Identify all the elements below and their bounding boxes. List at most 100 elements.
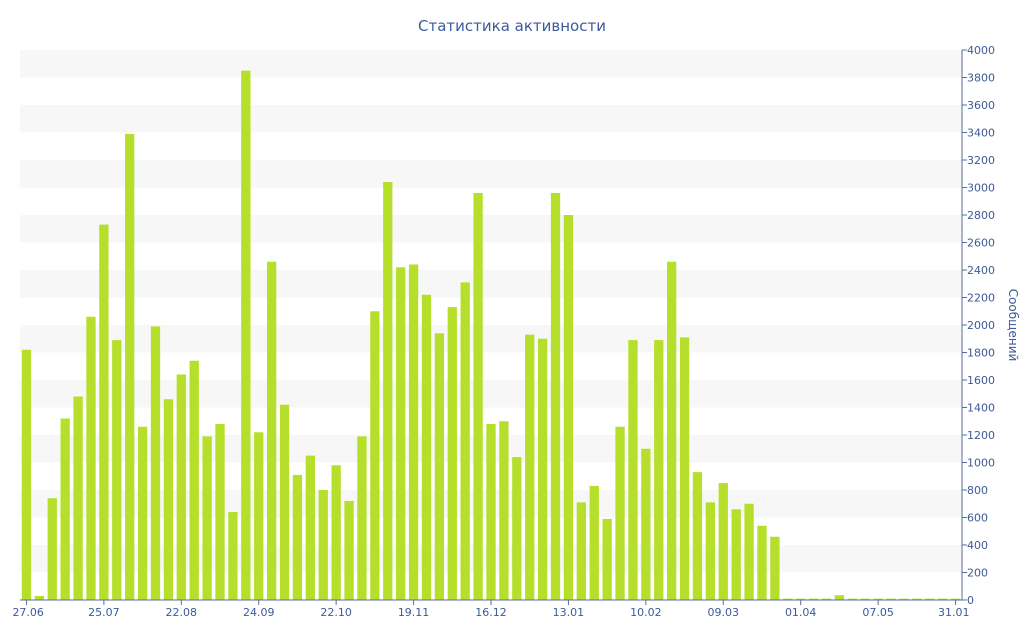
- y-tick-label: 0: [967, 594, 974, 607]
- bar: [357, 436, 367, 601]
- bar: [873, 598, 883, 601]
- grid-band: [20, 270, 962, 298]
- bars-group: [21, 70, 961, 601]
- bar: [228, 512, 238, 600]
- y-tick-label: 2800: [967, 209, 995, 222]
- bar: [460, 282, 470, 601]
- bar: [912, 598, 922, 601]
- y-axis-label: Сообщений: [1006, 289, 1020, 362]
- bar: [73, 396, 83, 600]
- bar: [396, 267, 406, 600]
- bar: [641, 448, 651, 600]
- bar: [550, 193, 561, 600]
- bar: [383, 182, 393, 600]
- grid-band: [20, 105, 962, 133]
- y-tick-label: 2000: [967, 319, 995, 332]
- grid-bands: [20, 50, 962, 573]
- y-tick-label: 1400: [967, 402, 995, 415]
- bar: [202, 436, 212, 601]
- bar: [899, 598, 909, 601]
- bar: [189, 360, 199, 600]
- bar: [576, 502, 586, 601]
- bar: [589, 485, 599, 601]
- bar: [60, 418, 70, 600]
- bar: [563, 215, 574, 600]
- x-tick-label: 09.03: [708, 606, 740, 619]
- bar: [34, 595, 44, 601]
- bar: [537, 338, 548, 600]
- bar: [21, 349, 32, 600]
- x-tick-label: 31.01: [938, 606, 970, 619]
- bar: [783, 598, 793, 601]
- y-tick-label: 1600: [967, 374, 995, 387]
- y-tick-label: 3000: [967, 182, 995, 195]
- x-axis: 27.06 25.07 22.08 24.09 22.10 19.11 16.12 13.01…: [12, 599, 970, 619]
- y-tick-label: 600: [967, 512, 988, 525]
- x-tick-label: 19.11: [398, 606, 430, 619]
- bar: [667, 261, 677, 600]
- bar: [331, 465, 341, 600]
- x-tick-label: 27.06: [12, 606, 44, 619]
- chart-title: Статистика активности: [418, 17, 606, 35]
- grid-band: [20, 215, 962, 243]
- bar: [525, 334, 535, 601]
- bar: [757, 525, 767, 600]
- bar: [950, 598, 961, 601]
- y-tick-label: 1800: [967, 347, 995, 360]
- bar: [731, 509, 741, 600]
- bar: [473, 193, 483, 600]
- y-tick-label: 3800: [967, 72, 995, 85]
- bar: [318, 490, 328, 600]
- y-tick-label: 2600: [967, 237, 995, 250]
- bar: [834, 595, 845, 600]
- y-tick-label: 3200: [967, 154, 995, 167]
- bar: [137, 426, 148, 600]
- bar: [705, 502, 716, 601]
- y-tick-label: 2200: [967, 292, 995, 305]
- y-tick-label: 3400: [967, 127, 995, 140]
- bar: [408, 264, 419, 600]
- x-tick-label: 24.09: [243, 606, 275, 619]
- grid-band: [20, 380, 962, 408]
- bar: [615, 426, 625, 600]
- grid-band: [20, 325, 962, 353]
- y-tick-label: 200: [967, 567, 988, 580]
- bar: [99, 224, 109, 601]
- bar: [692, 472, 703, 601]
- bar: [718, 483, 728, 601]
- x-tick-label: 22.10: [320, 606, 352, 619]
- bar: [125, 133, 135, 601]
- bar: [654, 340, 664, 601]
- bar: [628, 340, 638, 601]
- y-tick-label: 1200: [967, 429, 995, 442]
- bar: [254, 432, 264, 600]
- bar: [860, 598, 870, 601]
- bar: [370, 311, 380, 600]
- x-tick-label: 01.04: [785, 606, 817, 619]
- y-tick-label: 3600: [967, 99, 995, 112]
- bar: [292, 474, 303, 601]
- bar: [679, 337, 690, 601]
- x-tick-label: 10.02: [630, 606, 662, 619]
- bar: [808, 598, 819, 601]
- bar: [499, 421, 509, 600]
- bar: [925, 598, 935, 601]
- bar: [163, 399, 174, 600]
- bar: [602, 518, 612, 601]
- bar: [796, 598, 806, 601]
- bar: [821, 598, 832, 601]
- bar: [847, 598, 857, 601]
- bar: [150, 326, 161, 601]
- y-tick-label: 4000: [967, 44, 995, 57]
- grid-band: [20, 160, 962, 188]
- x-tick-label: 16.12: [475, 606, 507, 619]
- y-tick-label: 800: [967, 484, 988, 497]
- bar: [241, 70, 251, 601]
- y-tick-label: 1000: [967, 457, 995, 470]
- bar: [938, 598, 948, 601]
- grid-band: [20, 50, 962, 78]
- bar: [344, 501, 354, 600]
- y-axis: 0 200 400 600 800 1000 1200 1400 1600 1800 2000 220…: [961, 44, 995, 607]
